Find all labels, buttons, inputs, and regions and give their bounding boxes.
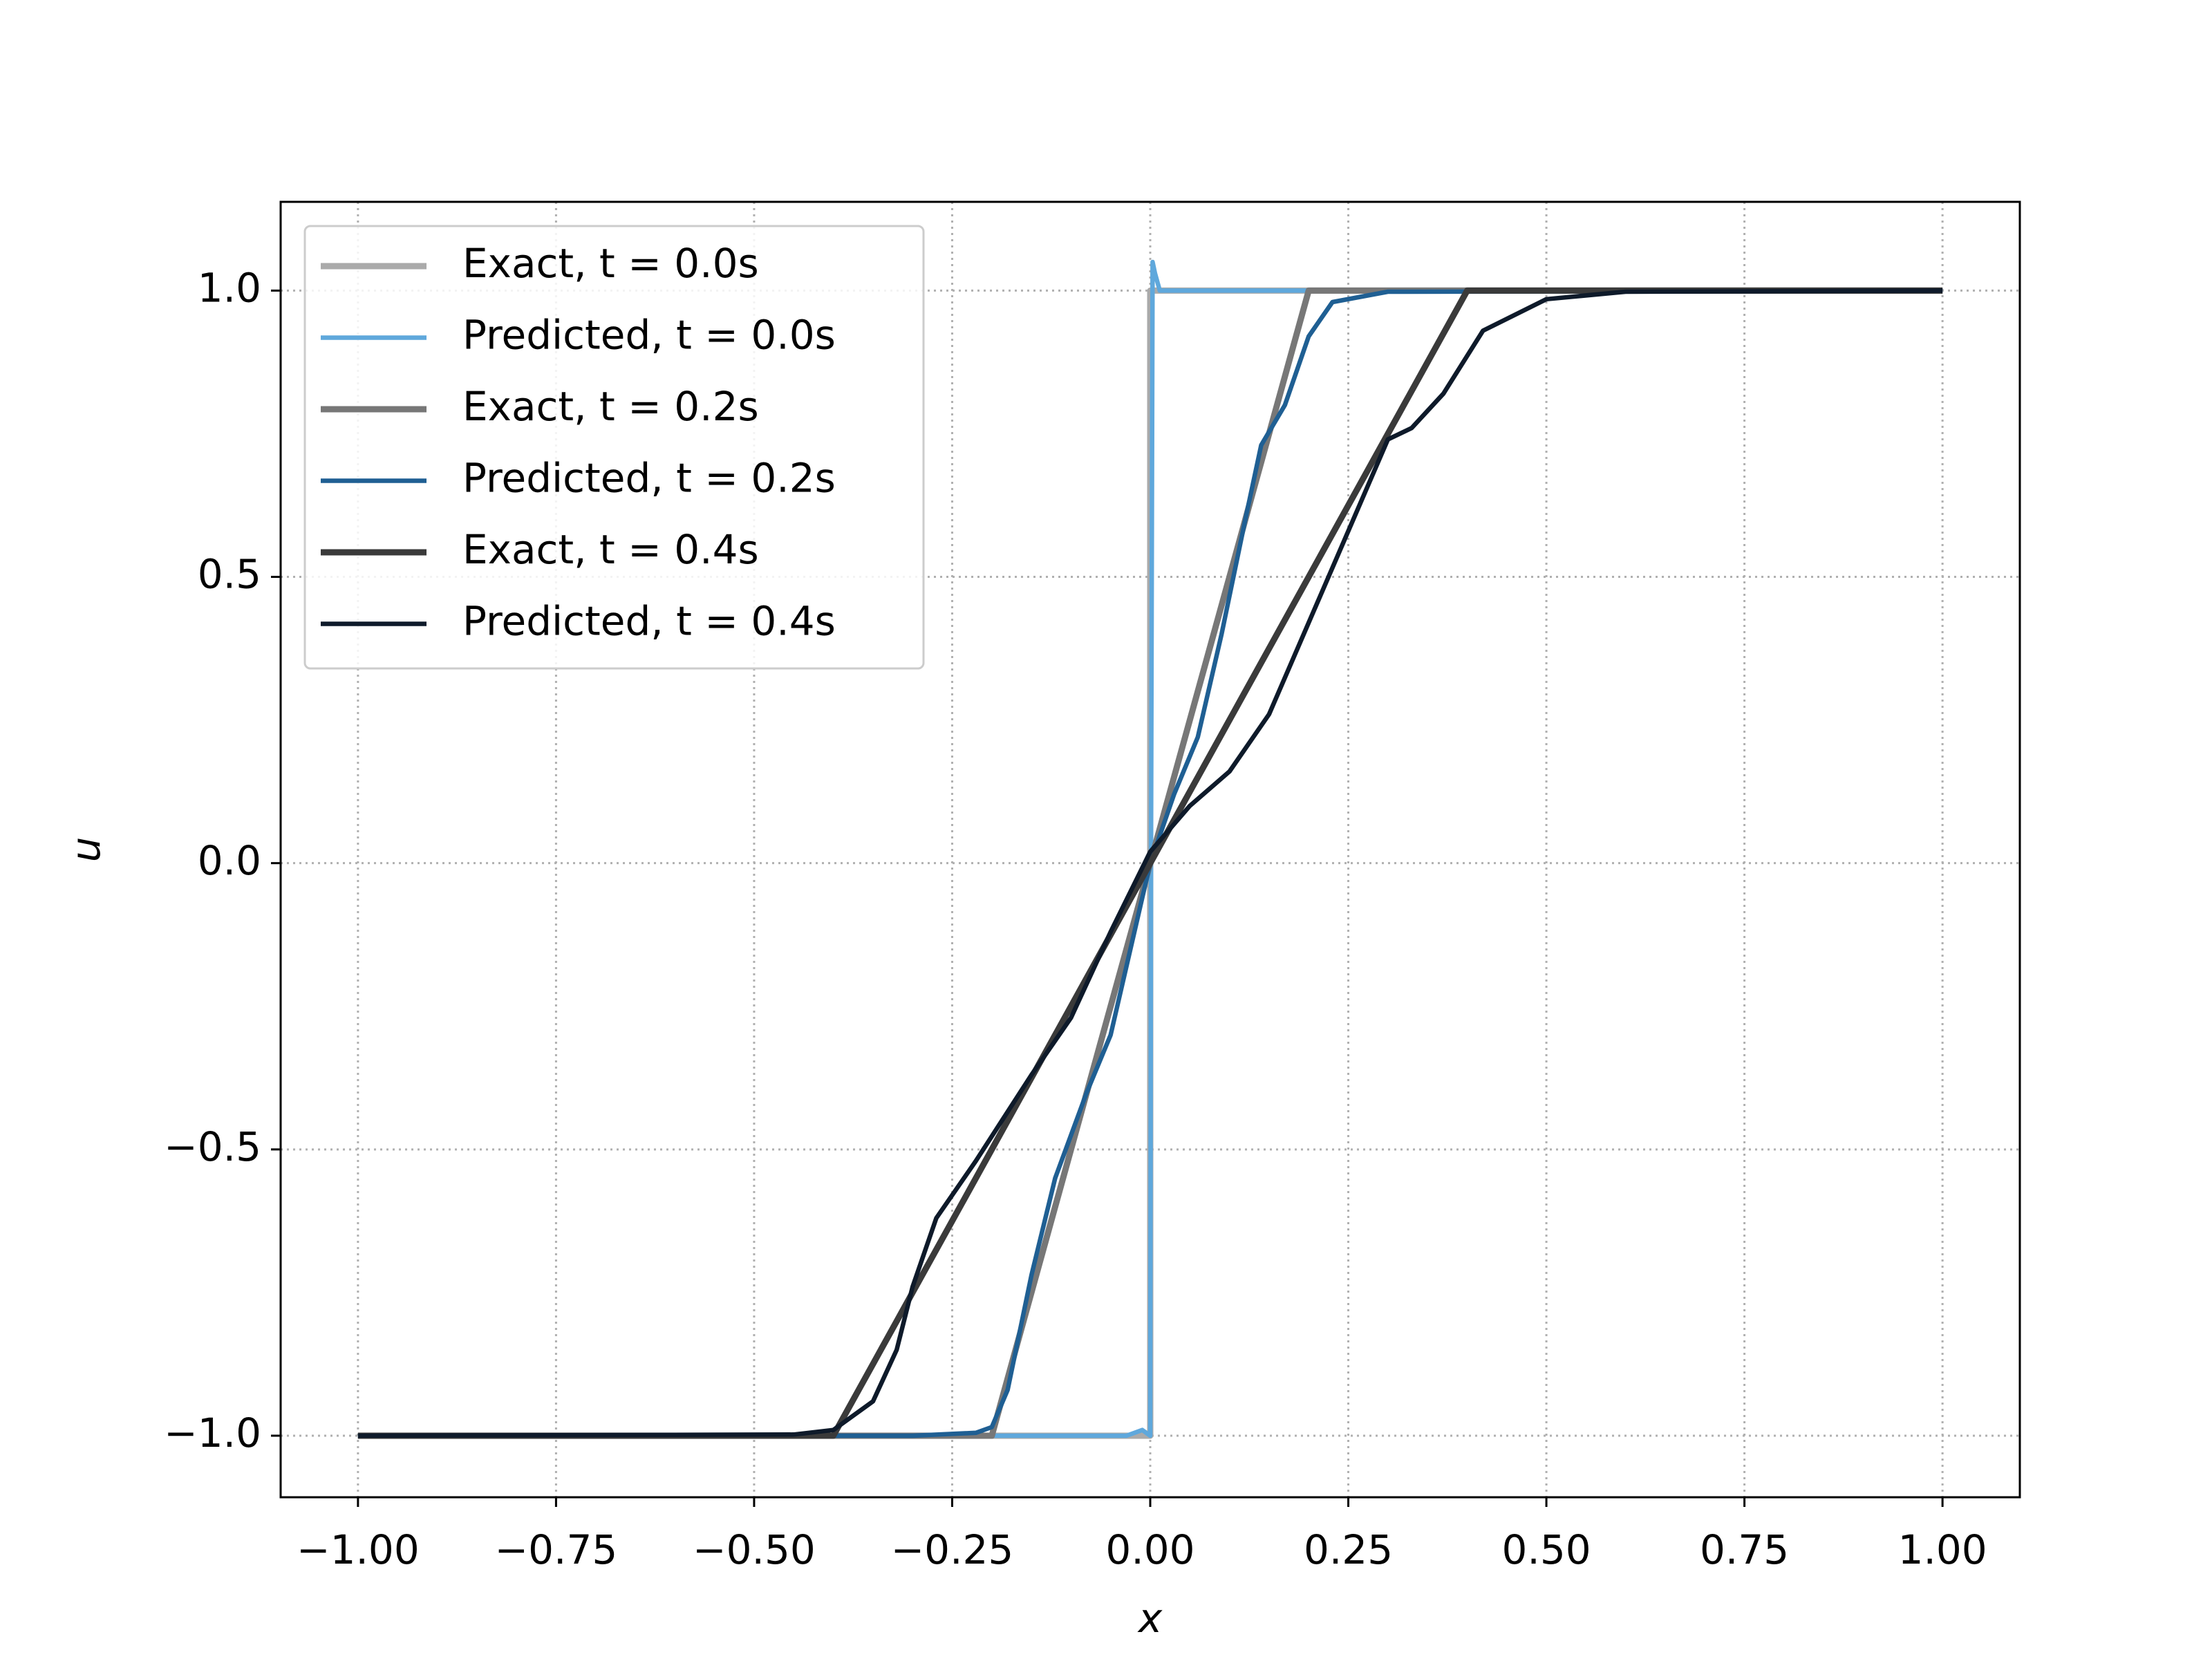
x-axis-label: x — [1137, 1595, 1163, 1642]
x-tick-label: −1.00 — [297, 1526, 420, 1573]
x-tick-label: 0.00 — [1105, 1526, 1194, 1573]
x-tick-label: −0.50 — [693, 1526, 816, 1573]
legend-box — [303, 225, 925, 670]
legend-label: Predicted, t = 0.0s — [462, 312, 836, 359]
y-tick-label: 0.5 — [198, 551, 261, 598]
legend-label: Exact, t = 0.2s — [462, 383, 759, 430]
series-line — [357, 259, 1943, 1438]
x-tick-label: −0.25 — [891, 1526, 1014, 1573]
legend-label: Exact, t = 0.0s — [462, 240, 759, 287]
series-line — [357, 288, 1943, 1438]
x-tick-label: 0.50 — [1501, 1526, 1591, 1573]
y-tick-label: −0.5 — [164, 1123, 261, 1170]
y-axis-label: u — [62, 837, 109, 863]
legend-label: Predicted, t = 0.4s — [462, 598, 836, 645]
y-tick-label: 0.0 — [198, 837, 261, 884]
x-tick-label: 1.00 — [1898, 1526, 1987, 1573]
plot-lines — [357, 259, 1943, 1439]
x-tick-label: −0.75 — [495, 1526, 618, 1573]
legend-label: Predicted, t = 0.2s — [462, 455, 836, 502]
ticks: −1.00 −0.75 −0.50 −0.25 0.00 0.25 0.50 0.75 1.00… — [164, 264, 1987, 1573]
x-tick-label: 0.25 — [1304, 1526, 1393, 1573]
legend-label: Exact, t = 0.4s — [462, 526, 759, 573]
y-tick-label: −1.0 — [164, 1409, 261, 1456]
x-tick-label: 0.75 — [1700, 1526, 1789, 1573]
y-tick-label: 1.0 — [198, 264, 261, 311]
legend: Exact, t = 0.0s Predicted, t = 0.0s Exact,… — [303, 225, 925, 670]
